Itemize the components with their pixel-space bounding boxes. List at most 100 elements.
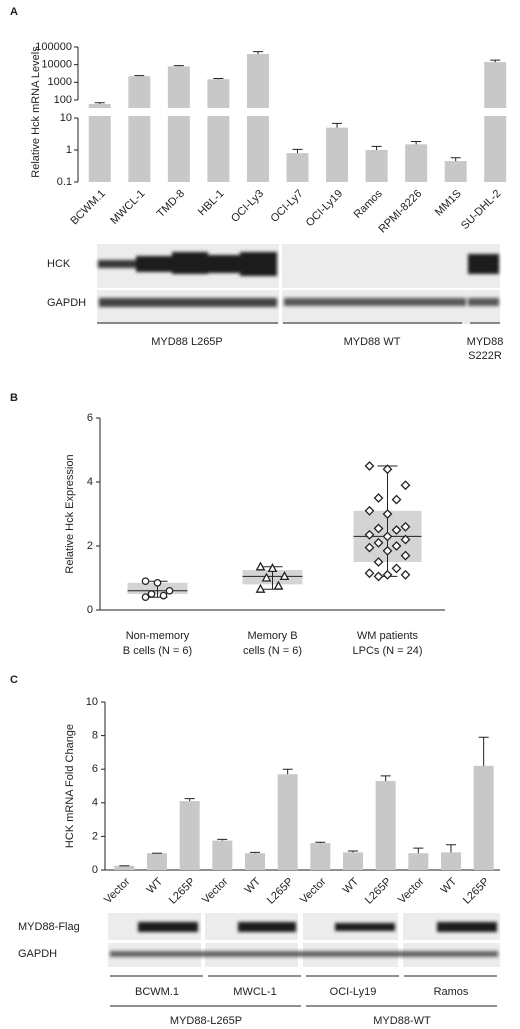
point: [373, 557, 384, 567]
point: [382, 569, 393, 580]
error-bar: [315, 841, 326, 844]
blot-group-label: S222R: [468, 350, 502, 362]
point: [400, 521, 411, 532]
y-axis-title: Relative Hck Expression: [64, 454, 76, 573]
bar: [408, 853, 429, 870]
band: [468, 298, 499, 306]
error-bar: [450, 157, 461, 162]
x-tick-label: SU-DHL-2: [459, 188, 503, 232]
y-tick-label: 6: [92, 763, 98, 775]
point: [391, 563, 402, 574]
blot-group-label: OCI-Ly19: [330, 986, 377, 998]
point: [364, 505, 375, 516]
error-bar: [371, 145, 382, 150]
error-bar: [490, 59, 501, 63]
point: [153, 578, 162, 587]
error-bar: [94, 102, 105, 104]
y-axis-title: HCK mRNA Fold Change: [64, 724, 76, 848]
bar: [444, 161, 467, 182]
x-tick-label: OCI-Ly7: [269, 188, 306, 225]
band: [437, 922, 497, 932]
x-tick-label: Vector: [102, 875, 133, 906]
y-tick-label: 0.1: [57, 176, 72, 188]
blot-c: [108, 913, 500, 967]
error-bar: [134, 75, 145, 77]
blot-row-label: GAPDH: [47, 297, 86, 309]
x-tick-label: BCWM.1: [68, 188, 108, 228]
x-tick-label: WM patients: [357, 630, 419, 642]
bar: [286, 153, 309, 182]
band: [136, 256, 172, 272]
error-bar: [217, 838, 228, 841]
blot-group-label: MYD88: [467, 336, 504, 348]
bar: [207, 79, 230, 182]
x-tick-label: Vector: [200, 875, 231, 906]
blot-supergroup-label: MYD88-L265P: [170, 1015, 242, 1027]
y-tick-label: 8: [92, 730, 98, 742]
band: [284, 298, 466, 306]
bar: [277, 774, 298, 870]
point: [373, 537, 384, 548]
bar: [212, 840, 233, 870]
bar: [343, 852, 363, 870]
band: [335, 923, 395, 931]
error-bar: [173, 65, 184, 67]
point: [400, 534, 411, 545]
band: [208, 255, 240, 273]
x-tick-label: WT: [439, 875, 460, 896]
y-tick-label: 0: [87, 604, 93, 616]
band: [468, 254, 499, 274]
point: [267, 563, 278, 573]
error-bar: [282, 768, 293, 775]
x-tick-label: WT: [145, 875, 166, 896]
blot-group-label: MYD88 L265P: [151, 336, 223, 348]
band: [138, 922, 198, 932]
axis-break-gap: [70, 108, 516, 116]
x-tick-label: HBL-1: [196, 188, 227, 219]
bar: [365, 150, 388, 182]
point: [165, 586, 174, 595]
blot-a: [97, 244, 500, 324]
y-tick-label: 100: [54, 94, 72, 106]
point: [391, 525, 402, 535]
point: [147, 590, 156, 598]
y-tick-label: 2: [87, 540, 93, 552]
point: [364, 461, 375, 471]
point: [373, 571, 384, 582]
y-tick-label: 100000: [35, 41, 72, 53]
y-tick-label: 10000: [41, 59, 72, 71]
error-bar: [478, 736, 489, 766]
x-tick-label: RPMI-8226: [376, 188, 424, 236]
point: [364, 529, 375, 540]
x-tick-label: WT: [341, 875, 362, 896]
point: [400, 569, 411, 580]
point: [400, 550, 411, 561]
bar: [310, 843, 331, 870]
y-tick-label: 4: [87, 476, 93, 488]
point: [382, 545, 393, 556]
bar: [179, 801, 200, 870]
panel-label: B: [10, 392, 18, 404]
y-tick-label: 1: [66, 144, 72, 156]
bands: [110, 922, 498, 957]
point: [273, 580, 284, 590]
point: [373, 523, 384, 534]
x-tick-label: cells (N = 6): [243, 645, 302, 657]
band: [172, 252, 208, 274]
point: [400, 480, 411, 491]
bar: [167, 66, 190, 182]
point: [391, 494, 402, 505]
blot-gap: [108, 940, 500, 943]
point: [141, 593, 150, 602]
point: [255, 583, 266, 593]
y-axis-title: Relative Hck mRNA Levels: [30, 46, 42, 178]
x-tick-label: B cells (N = 6): [123, 645, 192, 657]
x-tick-label: Vector: [298, 875, 329, 906]
bar: [484, 62, 507, 183]
bar: [128, 76, 151, 182]
error-bar: [332, 122, 343, 128]
x-tick-label: L265P: [363, 876, 394, 907]
band: [110, 951, 498, 957]
blot-group-label: Ramos: [434, 986, 469, 998]
